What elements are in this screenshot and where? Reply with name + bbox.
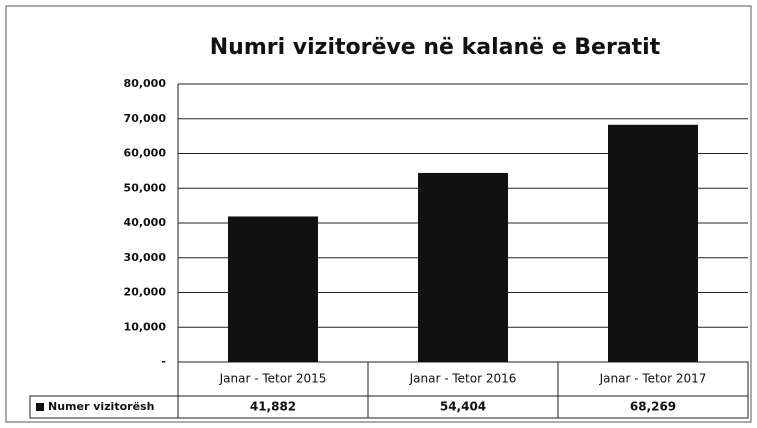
data-label: 68,269 (630, 400, 676, 414)
bar (418, 172, 508, 362)
y-tick-label: 30,000 (124, 251, 167, 264)
x-tick-label: Janar - Tetor 2016 (409, 372, 517, 386)
data-label: 41,882 (250, 400, 296, 414)
legend-label: Numer vizitorësh (48, 400, 154, 413)
bar (228, 216, 318, 362)
y-tick-label: 40,000 (124, 216, 167, 229)
chart-frame (5, 5, 752, 423)
bar (608, 124, 698, 362)
x-tick-label: Janar - Tetor 2015 (219, 372, 327, 386)
x-tick-label: Janar - Tetor 2017 (599, 372, 707, 386)
chart-title: Numri vizitorëve në kalanë e Beratit (210, 35, 661, 60)
y-tick-label: - (161, 355, 166, 368)
y-tick-label: 50,000 (124, 181, 167, 194)
y-tick-label: 20,000 (124, 286, 167, 299)
y-tick-label: 80,000 (124, 77, 167, 90)
y-tick-label: 60,000 (124, 147, 167, 160)
y-tick-label: 70,000 (124, 112, 167, 125)
legend-key (36, 403, 44, 411)
y-tick-label: 10,000 (124, 320, 167, 333)
data-label: 54,404 (440, 400, 486, 414)
table-border (29, 395, 749, 419)
